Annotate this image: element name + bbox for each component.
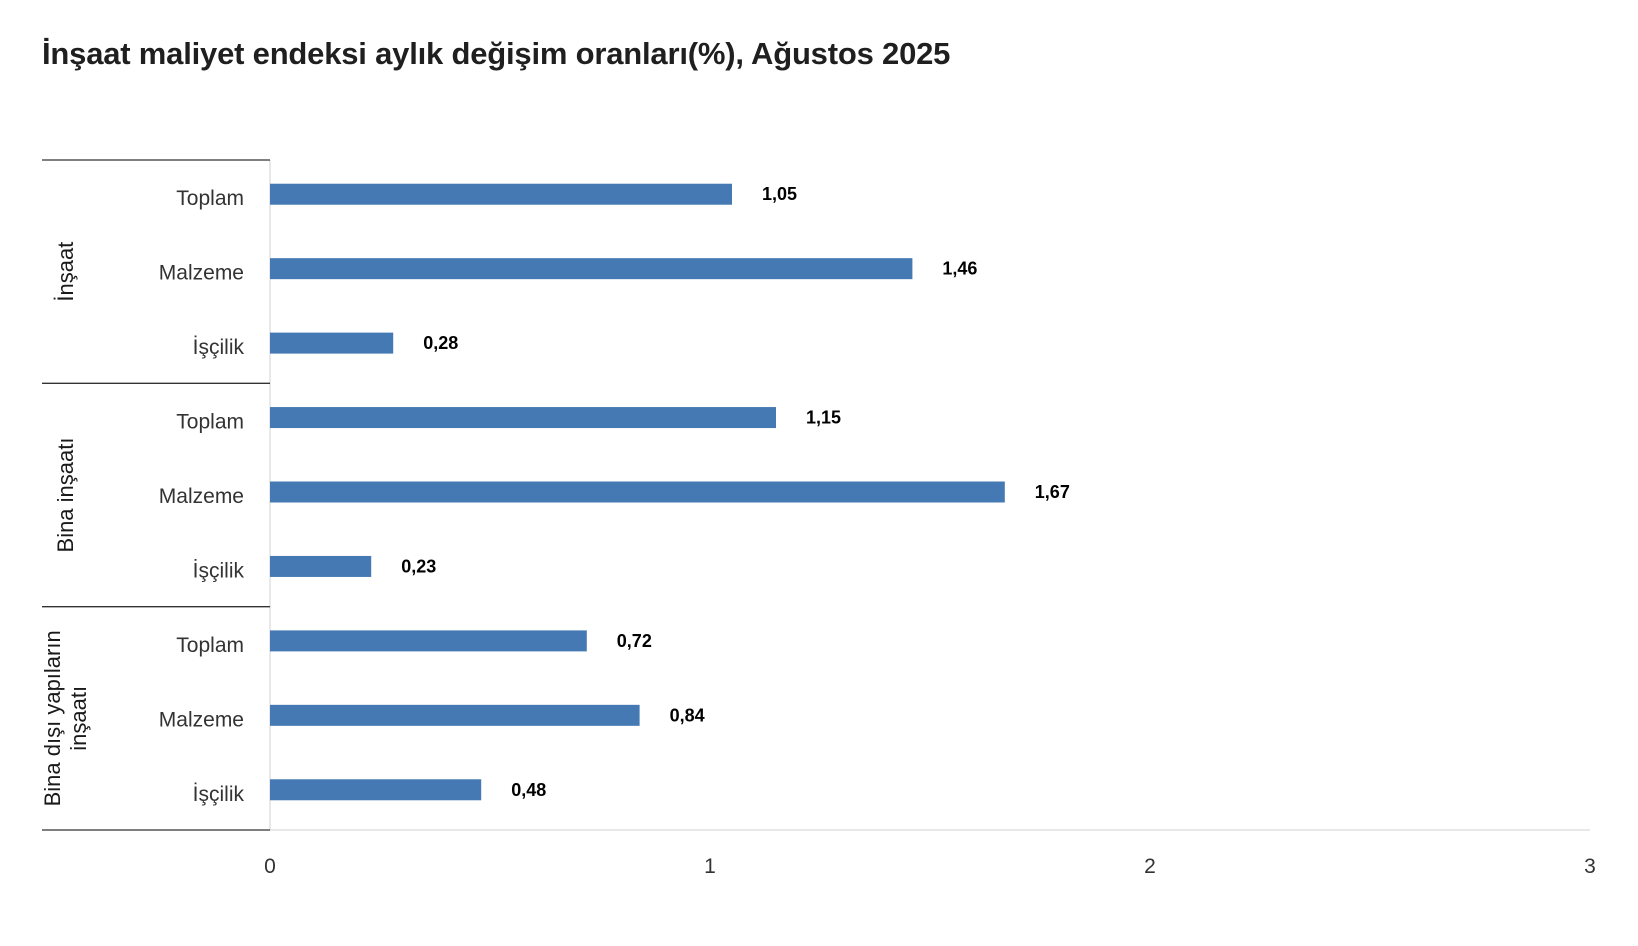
data-label: 0,28 xyxy=(423,333,458,353)
group-labels: İnşaat Bina inşaatı Bina dışı yapılarıninş… xyxy=(40,242,91,807)
bar xyxy=(270,704,640,726)
category-label: İşçilik xyxy=(193,336,245,359)
category-label: Toplam xyxy=(176,187,244,210)
bar xyxy=(270,258,913,280)
chart-title: İnşaat maliyet endeksi aylık değişim ora… xyxy=(42,36,951,71)
data-label: 0,48 xyxy=(511,780,546,800)
data-label: 1,15 xyxy=(806,408,841,428)
data-label: 1,46 xyxy=(942,259,977,279)
bars xyxy=(270,183,1005,801)
data-label: 1,05 xyxy=(762,184,797,204)
group-label: İnşaat xyxy=(53,242,78,302)
category-label: İşçilik xyxy=(193,783,245,806)
group-label: Bina dışı yapılarıninşaatı xyxy=(40,630,91,806)
bar xyxy=(270,183,732,205)
category-labels: Toplam Malzeme İşçilik Toplam Malzeme İşçilik… xyxy=(159,187,245,806)
x-tick-labels: 0 1 2 3 xyxy=(264,855,1596,878)
bar xyxy=(270,332,394,354)
group-label-line: Bina dışı yapıların xyxy=(40,630,65,806)
bar xyxy=(270,630,587,652)
data-label: 0,84 xyxy=(670,705,705,725)
x-tick-label: 0 xyxy=(264,855,276,878)
bar xyxy=(270,407,776,429)
bar xyxy=(270,779,482,801)
category-label: Toplam xyxy=(176,411,244,434)
category-label: Malzeme xyxy=(159,262,244,285)
data-label: 1,67 xyxy=(1035,482,1070,502)
category-label: İşçilik xyxy=(193,559,245,582)
category-label: Malzeme xyxy=(159,708,244,731)
group-label-line: inşaatı xyxy=(66,686,91,751)
data-labels: 1,05 1,46 0,28 1,15 1,67 0,23 0,72 0,84 0,48 xyxy=(401,184,1070,800)
group-label-line: Bina inşaatı xyxy=(53,438,78,553)
category-label: Toplam xyxy=(176,634,244,657)
bar xyxy=(270,555,372,577)
data-label: 0,23 xyxy=(401,556,436,576)
data-label: 0,72 xyxy=(617,631,652,651)
group-label: Bina inşaatı xyxy=(53,438,78,553)
group-label-line: İnşaat xyxy=(53,242,78,302)
category-label: Malzeme xyxy=(159,485,244,508)
x-tick-label: 3 xyxy=(1584,855,1596,878)
x-tick-label: 1 xyxy=(704,855,716,878)
x-tick-label: 2 xyxy=(1144,855,1156,878)
bar xyxy=(270,481,1005,503)
